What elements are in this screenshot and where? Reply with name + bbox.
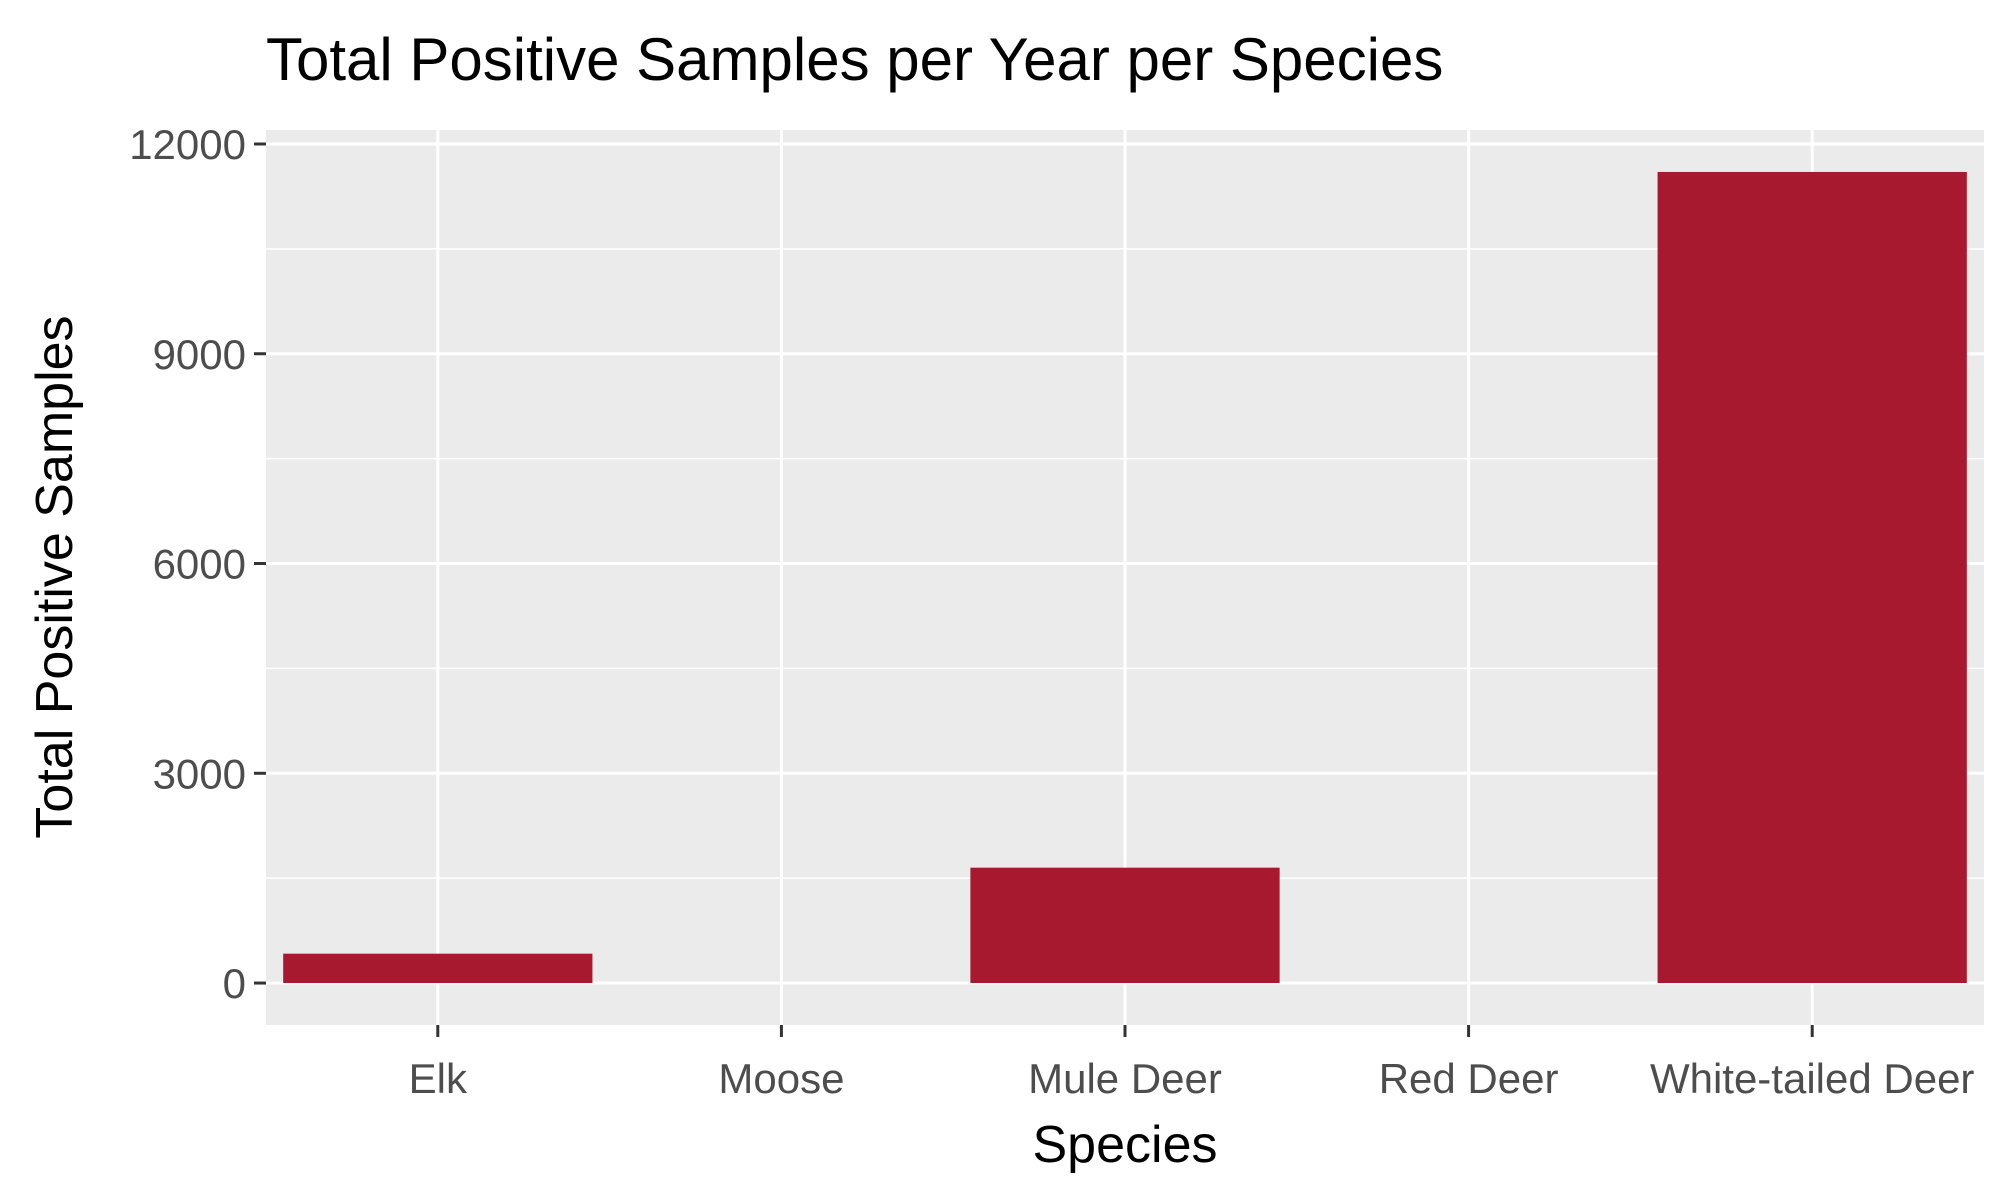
y-tick-label: 0 — [223, 960, 246, 1007]
y-tick-label: 6000 — [153, 541, 246, 588]
y-axis-title: Total Positive Samples — [26, 315, 84, 838]
y-axis: 0 3000 6000 9000 12000 — [129, 121, 266, 1007]
y-tick-label: 3000 — [153, 750, 246, 797]
x-tick-label: Moose — [718, 1055, 844, 1102]
bar — [1657, 171, 1967, 984]
bar — [970, 867, 1280, 984]
x-tick-label: Elk — [409, 1055, 468, 1102]
y-tick-label: 12000 — [129, 121, 246, 168]
bar — [283, 953, 593, 984]
x-axis: Elk Moose Mule Deer Red Deer White-tailed De… — [409, 1025, 1974, 1102]
y-tick-label: 9000 — [153, 331, 246, 378]
chart-title: Total Positive Samples per Year per Spec… — [266, 26, 1443, 93]
x-tick-label: Mule Deer — [1028, 1055, 1222, 1102]
bars — [283, 171, 1967, 984]
x-axis-title: Species — [1033, 1116, 1218, 1174]
x-tick-label: White-tailed Deer — [1650, 1055, 1974, 1102]
x-tick-label: Red Deer — [1379, 1055, 1559, 1102]
